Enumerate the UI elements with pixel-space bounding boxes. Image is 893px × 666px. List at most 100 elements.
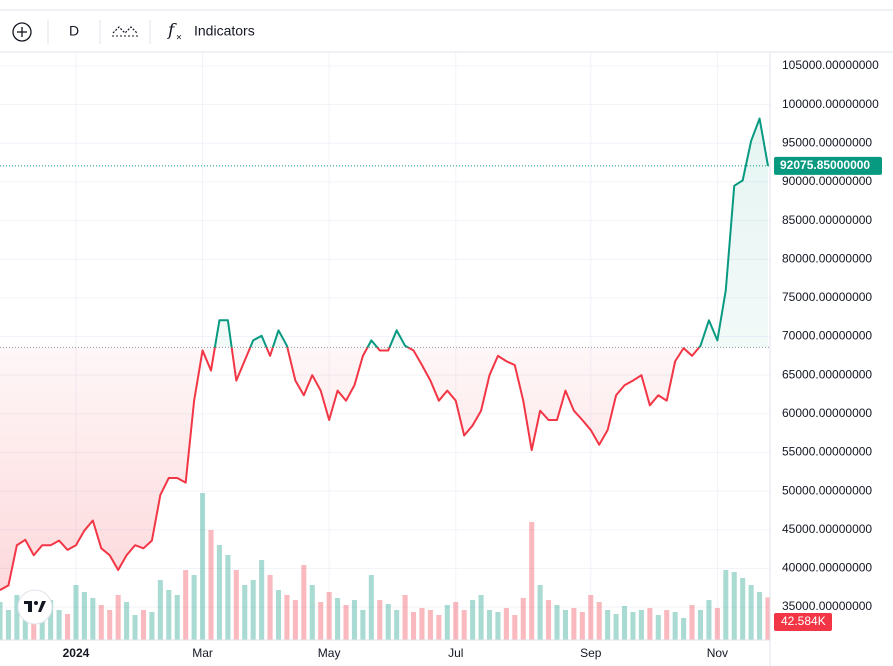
volume-bar [174,595,180,640]
volume-bar [419,608,425,640]
volume-bar [56,610,62,640]
volume-box [774,613,832,631]
volume-bar [22,608,28,640]
volume-bar [714,608,720,640]
volume-bar [242,585,248,640]
volume-bar [470,600,476,640]
volume-bar [81,592,87,640]
y-tick-label: 105000.00000000 [782,58,879,72]
volume-bar [0,602,3,640]
y-tick-label: 45000.00000000 [782,522,872,536]
volume-bar [394,610,400,640]
y-tick-label: 60000.00000000 [782,406,872,420]
volume-bar [596,602,602,640]
volume-bar [520,598,526,640]
volume-bar [64,614,71,640]
volume-bar [562,610,568,640]
volume-bar [166,590,172,640]
y-tick-label: 50000.00000000 [782,483,872,497]
x-tick-label: Sep [580,646,602,660]
volume-bar [124,602,130,640]
volume-bar [301,565,307,640]
volume-bar [579,612,585,640]
volume-bar [731,572,737,640]
x-tick-label: 2024 [63,646,90,660]
volume-bar [427,610,433,640]
volume-bar [267,575,273,640]
last-price-label: 92075.85000000 [780,158,870,172]
volume-bar [757,592,763,640]
y-tick-label: 100000.00000000 [782,97,879,111]
volume-bar [48,600,54,640]
volume-bar [292,600,298,640]
volume-bar [706,600,712,640]
volume-bar [681,618,687,640]
volume-bar [5,610,11,640]
y-tick-label: 55000.00000000 [782,445,872,459]
volume-bar [191,575,197,640]
y-tick-label: 95000.00000000 [782,135,872,149]
volume-bar [335,598,341,640]
volume-bar [503,608,509,640]
price-line [0,117,769,591]
volume-bar [250,580,256,640]
y-tick-label: 75000.00000000 [782,290,872,304]
fx-icon: f [166,21,177,41]
volume-bar [183,570,189,640]
volume-bar [351,600,357,640]
volume-bar [377,600,383,640]
volume-bar [233,570,239,640]
volume-bar [495,612,501,640]
volume-bar [107,610,113,640]
volume-bar [343,605,349,640]
volume-bar [149,612,155,640]
volume-bar [546,600,552,640]
volume-bar [140,610,147,640]
volume-bar [655,615,661,640]
volume-bar [368,575,374,640]
volume-bar [385,604,391,640]
volume-bar [275,590,282,640]
volume-bar [309,585,315,640]
volume-bar [360,610,366,640]
x-tick-label: Jul [448,646,463,660]
add-button[interactable] [12,22,32,42]
volume-bar [664,610,670,640]
y-tick-label: 90000.00000000 [782,174,872,188]
x-tick-label: Nov [707,646,728,660]
volume-bar [318,602,324,640]
volume-bar [225,555,231,640]
toolbar: D f × Indicators [0,9,893,53]
volume-bar [638,610,644,640]
y-tick-label: 85000.00000000 [782,213,872,227]
volume-bar [537,585,543,640]
volume-bar [98,605,104,640]
volume-bar [748,585,754,640]
chart-style-button[interactable] [112,26,138,37]
interval-button[interactable]: D [69,23,79,39]
volume-bar [216,545,222,640]
volume-bar [259,560,265,640]
volume-bar [613,614,619,640]
volume-bar [453,602,459,640]
volume-bar [326,592,332,640]
volume-bar [115,595,121,640]
indicators-label: Indicators [194,23,255,39]
volume-bar [765,597,771,640]
x-tick-label: May [318,646,341,660]
volume-bar [723,570,729,640]
volume-bar [132,615,138,640]
volume-bar [740,578,746,640]
volume-bar [647,608,653,640]
last-price-box [774,156,882,175]
volume-bar [31,612,37,640]
volume-bar [284,595,290,640]
volume-bar [486,610,493,640]
volume-bar [461,610,467,640]
volume-bar [689,605,695,640]
volume-bar [605,610,611,640]
volume-bar [630,612,636,640]
volume-bar [588,595,594,640]
fx-icon: × [176,33,182,44]
indicators-button[interactable]: f × Indicators [166,21,255,44]
